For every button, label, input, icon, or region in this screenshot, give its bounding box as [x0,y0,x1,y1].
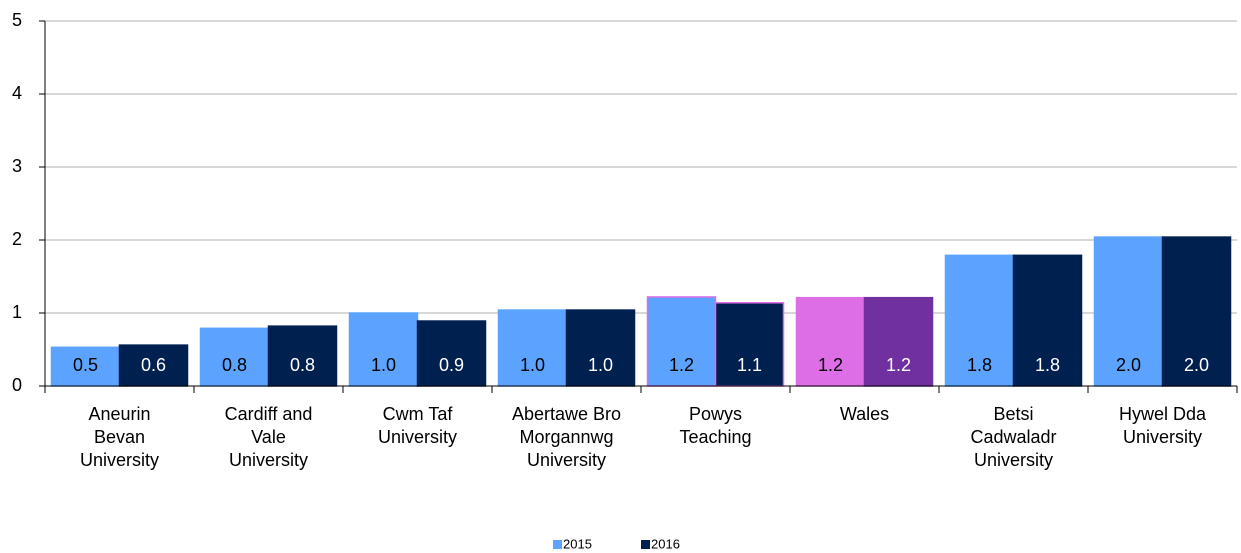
legend-label: 2016 [651,536,680,551]
x-tick-label: Aneurin Bevan University [79,404,159,470]
value-label: 0.5 [73,355,98,375]
value-label: 0.6 [141,355,166,375]
bar [199,327,270,387]
y-tick-label: 1 [12,302,22,322]
x-tick-label: Cwm Taf University [377,404,457,447]
value-label: 2.0 [1116,355,1141,375]
x-tick-label: Cardiff and Vale University [224,404,313,470]
bar [1093,236,1164,387]
x-tick-label: Powys Teaching [679,404,752,447]
x-tick-label: Betsi Cadwaladr University [970,404,1057,470]
value-label: 1.8 [1035,355,1060,375]
legend-swatch [553,540,562,549]
x-tick-label: Hywel Dda University [1118,404,1207,447]
bar [565,309,636,387]
value-label: 1.0 [588,355,613,375]
value-label: 1.2 [886,355,911,375]
bar [1012,254,1083,387]
value-label: 0.8 [290,355,315,375]
value-label: 0.9 [439,355,464,375]
bar [944,254,1015,387]
value-label: 1.2 [818,355,843,375]
value-label: 1.0 [371,355,396,375]
bar [416,320,487,387]
value-label: 1.1 [737,355,762,375]
bar [1161,236,1232,387]
y-tick-label: 2 [12,229,22,249]
value-label: 1.8 [967,355,992,375]
y-tick-label: 0 [12,375,22,395]
y-tick-label: 5 [12,10,22,30]
bar [118,344,189,387]
bar [348,312,419,387]
bar [497,309,568,387]
bar [863,296,934,387]
value-label: 1.2 [669,355,694,375]
value-label: 2.0 [1184,355,1209,375]
x-tick-label: Wales [839,404,890,424]
bar [50,346,121,387]
value-label: 0.8 [222,355,247,375]
legend-label: 2015 [563,536,592,551]
y-tick-label: 4 [12,83,22,103]
bar [714,302,785,387]
legend-swatch [641,540,650,549]
y-tick-label: 3 [12,156,22,176]
x-tick-label: Abertawe Bro Morgannwg University [511,404,622,470]
bar [795,296,866,387]
value-label: 1.0 [520,355,545,375]
